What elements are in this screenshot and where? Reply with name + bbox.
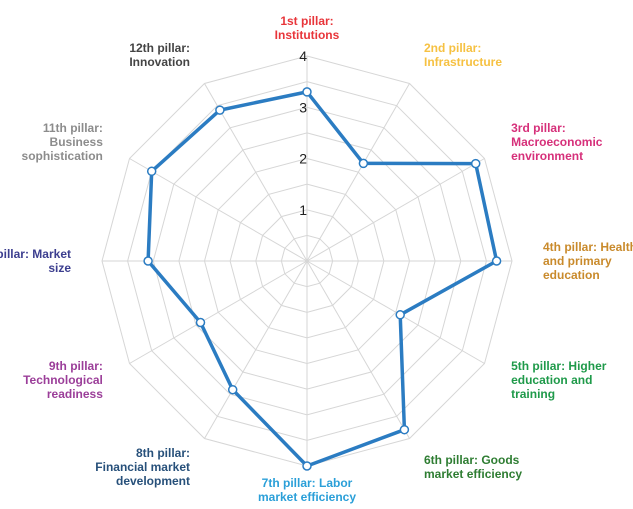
category-label: 12th pillar: Innovation [129,41,190,69]
tick-label: 3 [299,99,307,115]
category-label: 4th pillar: Health and primary education [543,240,633,282]
category-label-line: 4th pillar: Health [543,240,633,254]
grid-spoke [204,260,308,439]
category-label: 5th pillar: Higher education and training [511,359,607,401]
category-label-line: Infrastructure [424,55,502,69]
data-point [227,384,238,395]
category-label-line: size [48,261,71,275]
radial-axis-ticks: 1 2 3 4 [299,48,307,218]
category-label: 7th pillar: Labor market efficiency [258,476,356,504]
category-label-line: 12th pillar: [129,41,190,55]
data-point [215,105,225,115]
category-label-line: 8th pillar: [136,446,190,460]
category-label-line: education and [511,373,592,387]
data-point [146,166,157,177]
category-label-line: 2nd pillar: [424,41,481,55]
tick-label: 4 [299,48,307,64]
grid-spoke [306,260,410,439]
category-label-line: 7th pillar: Labor [262,476,353,490]
category-label-line: 9th pillar: [49,359,103,373]
category-label-line: training [511,387,555,401]
category-label-line: 11th pillar: [43,121,103,135]
data-point [302,461,312,471]
category-label-line: market efficiency [258,490,356,504]
category-label-line: environment [511,149,583,163]
category-label-line: 3rd pillar: [511,121,566,135]
category-label-line: development [116,474,190,488]
category-label: 2nd pillar: Infrastructure [424,41,502,69]
category-label: 1st pillar: Institutions [275,14,340,42]
category-label-line: market efficiency [424,467,522,481]
category-label-line: education [543,268,600,282]
category-label-line: Technological [23,373,103,387]
grid-spoke [306,158,485,262]
category-label: 11th pillar: Business sophistication [22,121,104,163]
tick-label: 1 [299,202,307,218]
category-label-line: Innovation [129,55,190,69]
radar-grid [101,55,513,467]
category-label: 6th pillar: Goods market efficiency [424,453,522,481]
tick-label: 2 [299,151,307,167]
category-label: 8th pillar: Financial market development [95,446,190,488]
data-point [395,310,405,320]
data-point [470,158,481,169]
category-label-line: 10th pillar: Market [0,247,71,261]
grid-spoke [129,260,308,364]
category-label-line: 5th pillar: Higher [511,359,607,373]
category-label-line: Institutions [275,28,340,42]
data-point [195,317,206,328]
category-label-line: Macroeconomic [511,135,603,149]
category-labels: 1st pillar: Institutions 2nd pillar: Infras… [0,14,633,504]
category-label-line: readiness [47,387,103,401]
category-label-line: 6th pillar: Goods [424,453,520,467]
category-label: 3rd pillar: Macroeconomic environment [511,121,603,163]
category-label-line: sophistication [22,149,103,163]
grid-spoke [129,158,308,262]
category-label-line: and primary [543,254,612,268]
data-point [491,256,502,266]
grid-spoke [306,83,410,262]
data-point [302,87,312,97]
data-point [358,158,369,169]
series-layer [143,87,502,471]
data-point [143,256,153,266]
category-label-line: Financial market [95,460,190,474]
category-label: 9th pillar: Technological readiness [23,359,103,401]
series-line [146,90,499,468]
category-label-line: 1st pillar: [280,14,333,28]
data-point [399,424,410,435]
grid-spoke [306,260,485,364]
category-label-line: Business [50,135,104,149]
